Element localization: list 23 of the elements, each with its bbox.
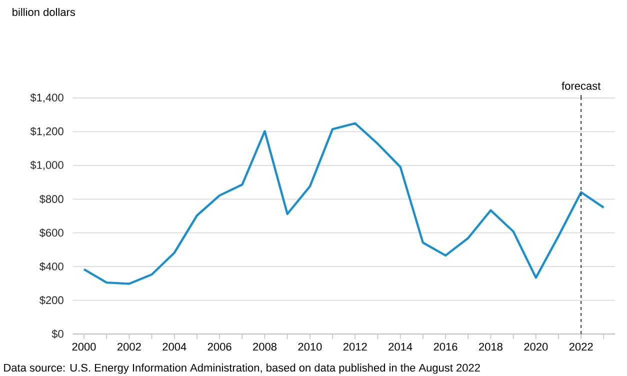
x-tick-label: 2014 bbox=[388, 342, 412, 351]
x-tick-label: 2018 bbox=[479, 342, 502, 351]
x-tick-label: 2000 bbox=[72, 342, 96, 351]
x-tick-label: 2016 bbox=[434, 342, 458, 351]
x-tick-label: 2022 bbox=[569, 342, 593, 351]
x-tick-label: 2008 bbox=[253, 342, 277, 351]
y-tick-label: $1,200 bbox=[30, 126, 64, 136]
x-tick-label: 2004 bbox=[162, 342, 186, 351]
source-note: Data source: U.S. Energy Information Administration, based on data published in the August 2022 bbox=[4, 364, 480, 374]
y-tick-label: $1,000 bbox=[30, 160, 64, 170]
y-tick-label: $1,400 bbox=[30, 93, 64, 103]
y-tick-label: $800 bbox=[39, 194, 64, 204]
ref-line-label: forecast bbox=[562, 82, 601, 90]
text: billion dollars bbox=[12, 8, 76, 16]
x-tick-label: 2006 bbox=[208, 342, 232, 351]
x-tick-label: 2020 bbox=[524, 342, 548, 351]
x-tick-label: 2010 bbox=[298, 342, 322, 351]
x-tick-label: 2002 bbox=[118, 342, 141, 351]
x-tick-label: 2012 bbox=[343, 342, 367, 351]
y-tick-label: $600 bbox=[39, 228, 64, 238]
y-tick-label: $400 bbox=[39, 262, 64, 272]
y-tick-label: $0 bbox=[52, 330, 64, 338]
y-tick-label: $200 bbox=[39, 296, 64, 305]
